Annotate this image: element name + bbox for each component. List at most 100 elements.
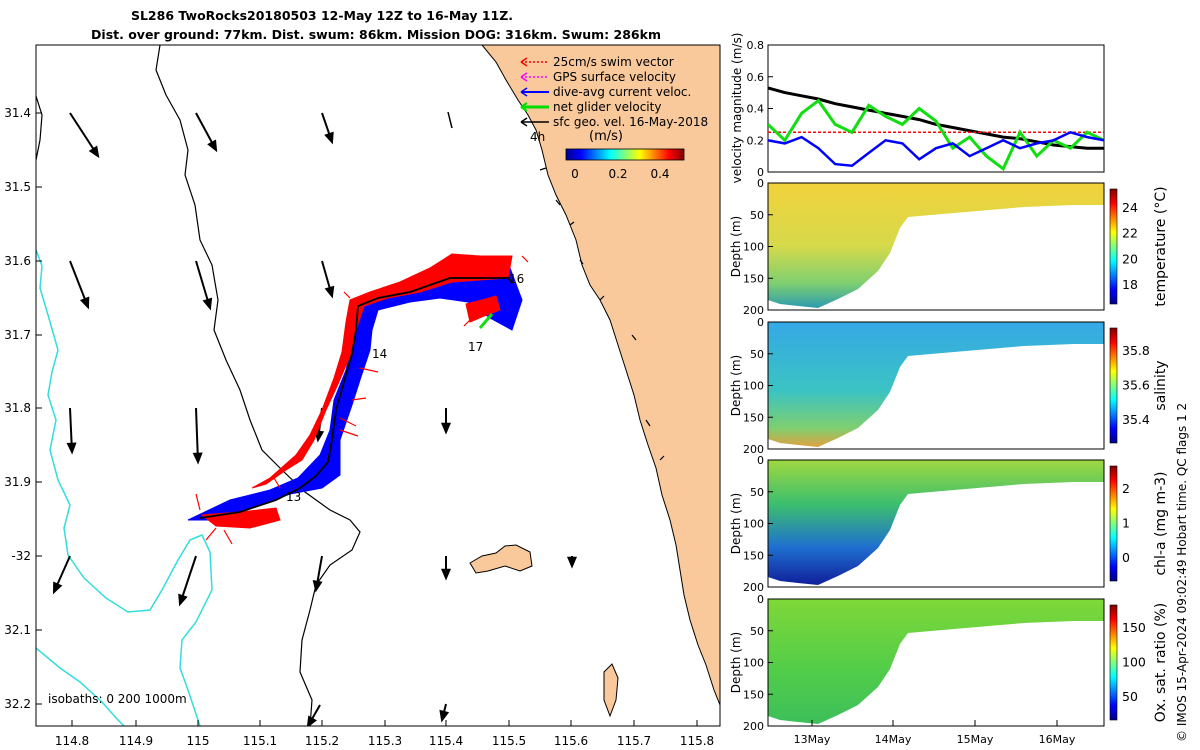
geo-arrowhead — [66, 442, 77, 455]
map-y-tick-label: 31.4 — [4, 106, 31, 120]
geo-arrowhead — [88, 145, 100, 159]
temperature-cb-tick-label: 18 — [1122, 277, 1138, 292]
map-y-tick-label: 32.2 — [4, 697, 31, 711]
chla-depth-tick-label: 100 — [743, 518, 764, 531]
geo-arrowhead — [324, 131, 334, 145]
geo-arrowhead — [312, 579, 323, 593]
legend-sfc-geo: sfc geo. vel. 16-May-2018 — [553, 115, 708, 129]
temperature-cb-tick-label: 24 — [1122, 200, 1138, 215]
oxygen-depth-tick-label: 0 — [757, 593, 764, 606]
chla-panel: 0 50 100 150 200 Depth (m) 0 1 2 chl-a (mg m-3) — [729, 454, 1169, 594]
map-frame — [35, 44, 721, 727]
oxygen-depth-tick-label: 100 — [743, 657, 764, 670]
chla-cb-tick-label: 2 — [1122, 481, 1130, 496]
chla-depth-tick-label: 150 — [743, 549, 764, 562]
velocity-y-tick-label: 0 — [757, 166, 764, 179]
chla-cb-tick-label: 0 — [1122, 550, 1130, 565]
sfc-geo-velocity-arrows — [52, 112, 578, 726]
temperature-depth-tick-label: 200 — [743, 304, 764, 317]
geo-arrowhead — [202, 297, 213, 311]
temperature-colorbar — [1109, 188, 1118, 305]
velocity-y-tick-label: 0.6 — [747, 71, 765, 84]
temperature-cb-label: temperature (°C) — [1153, 186, 1169, 306]
colorbar-tick-1: 0.2 — [608, 167, 627, 181]
salinity-depth-tick-label: 100 — [743, 380, 764, 393]
chla-depth-tick-label: 200 — [743, 581, 764, 594]
map-y-tick-label: 31.9 — [4, 475, 31, 489]
map-y-tick-label: 32.1 — [4, 623, 31, 637]
oxygen-cb-tick-label: 100 — [1122, 655, 1146, 670]
map-x-tick-label: 115.6 — [554, 734, 588, 748]
garden-island — [603, 663, 619, 718]
swim-vector-band — [251, 253, 513, 489]
colorbar-tick-0: 0 — [571, 167, 579, 181]
temperature-section-data — [768, 183, 1104, 308]
map-y-tick-label: 31.8 — [4, 401, 31, 415]
legend-gps-velocity: GPS surface velocity — [553, 70, 676, 84]
geo-arrowhead — [440, 568, 452, 581]
geo-arrowhead — [324, 285, 335, 299]
map-x-tick-label: 115.5 — [492, 734, 526, 748]
oxygen-depth-label: Depth (m) — [729, 632, 743, 693]
isobath-200m — [36, 647, 125, 726]
temperature-depth-tick-label: 150 — [743, 272, 764, 285]
geo-arrowhead — [306, 715, 317, 726]
map-legend: 25cm/s swim vector GPS surface velocity … — [520, 55, 708, 181]
velocity-y-tick-label: 0.8 — [747, 39, 765, 52]
colorbar-tick-2: 0.4 — [650, 167, 669, 181]
isobath-200m-black — [155, 45, 361, 726]
dive-avg-current-band — [187, 267, 523, 521]
chla-cb-tick-label: 1 — [1122, 516, 1130, 531]
salinity-depth-label: Depth (m) — [729, 355, 743, 416]
day-label-14: 14 — [372, 347, 387, 361]
geo-arrowhead — [52, 581, 63, 595]
section-x-tick-label: 15May — [957, 733, 994, 746]
salinity-depth-tick-label: 0 — [757, 316, 764, 329]
temperature-depth-tick-label: 50 — [750, 209, 764, 222]
oxygen-section-data — [768, 599, 1104, 724]
oxygen-panel: 0 50 100 150 200 Depth (m) 50 100 150 Ox. sat. ra… — [729, 593, 1169, 733]
salinity-cb-tick-label: 35.4 — [1122, 412, 1150, 427]
temperature-depth-tick-label: 100 — [743, 241, 764, 254]
geo-arrowhead — [440, 422, 452, 435]
temperature-cb-tick-label: 22 — [1122, 226, 1138, 241]
map-x-tick-label: 115.1 — [243, 734, 277, 748]
map-x-tick-label: 115.7 — [617, 734, 651, 748]
map-panel: 13 14 16 17 4h 25cm/s swim vector GPS su… — [4, 44, 721, 748]
net-glider-velocity — [478, 313, 494, 329]
salinity-colorbar — [1109, 327, 1118, 444]
map-x-tick-label: 115 — [187, 734, 210, 748]
geo-arrowhead — [207, 139, 218, 153]
oxygen-cb-label: Ox. sat. ratio (%) — [1153, 603, 1169, 722]
map-x-tick-label: 115.3 — [368, 734, 402, 748]
velocity-ylabel: velocity magnitude (m/s) — [730, 33, 744, 184]
map-y-tick-label: 31.5 — [4, 180, 31, 194]
map-y-tick-label: -32 — [11, 549, 31, 563]
oxygen-depth-tick-label: 200 — [743, 720, 764, 733]
map-x-tick-label: 115.2 — [305, 734, 339, 748]
credit-text: © IMOS 15-Apr-2024 09:02:49 Hobart time.… — [1175, 403, 1189, 742]
chla-depth-tick-label: 50 — [750, 486, 764, 499]
title-line-2: Dist. over ground: 77km. Dist. swum: 86k… — [91, 27, 661, 42]
map-x-tick-label: 115.4 — [429, 734, 463, 748]
section-x-tick-label: 16May — [1039, 733, 1076, 746]
geo-arrowhead — [192, 452, 203, 465]
velocity-y-tick-label: 0.2 — [747, 134, 765, 147]
scale-arrow — [447, 111, 453, 129]
isobath-coast-black — [539, 167, 665, 461]
temperature-depth-tick-label: 0 — [757, 177, 764, 190]
salinity-section-data — [768, 322, 1104, 447]
oxygen-depth-tick-label: 50 — [750, 625, 764, 638]
chla-colorbar — [1109, 465, 1118, 582]
swim-vector-arrows — [195, 255, 529, 545]
oxygen-cb-tick-label: 150 — [1122, 620, 1146, 635]
scale-label-4h: 4h — [530, 130, 545, 144]
oxygen-cb-tick-label: 50 — [1122, 689, 1138, 704]
velocity-frame — [767, 44, 1105, 173]
temperature-depth-label: Depth (m) — [729, 216, 743, 277]
isobaths-label: isobaths: 0 200 1000m — [48, 692, 187, 706]
day-label-13: 13 — [286, 490, 301, 504]
velocity-panel: 0 0.2 0.4 0.6 0.8 velocity magnitude (m/s) — [730, 33, 1105, 184]
salinity-panel: 0 50 100 150 200 Depth (m) 35.4 35.6 35.8salinit… — [729, 316, 1169, 456]
